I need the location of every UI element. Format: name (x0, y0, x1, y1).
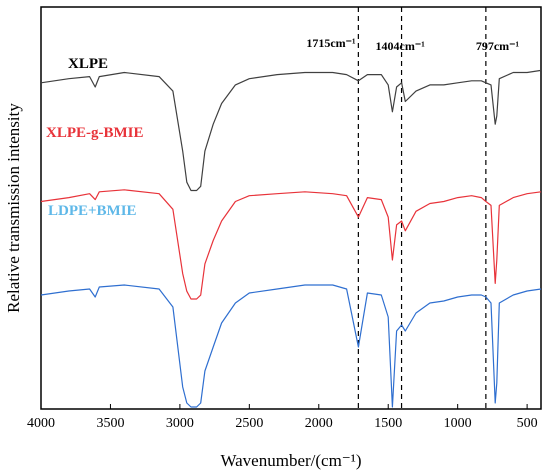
series-line-2 (40, 284, 542, 408)
reference-lines: 1715cm⁻¹ 1404cm⁻¹ 797cm⁻¹ (306, 7, 520, 409)
series-line-0 (40, 69, 542, 192)
reference-label-1404: 1404cm⁻¹ (376, 39, 426, 53)
series-label-2: LDPE+BMIE (48, 203, 137, 219)
plot-frame (40, 6, 542, 410)
series-line-1 (40, 189, 542, 300)
x-tick-label: 500 (517, 416, 538, 431)
series-label-1: XLPE-g-BMIE (46, 125, 144, 141)
x-tick-label: 1000 (444, 416, 472, 431)
x-tick-label: 1500 (374, 416, 402, 431)
reference-label-1715: 1715cm⁻¹ (306, 36, 356, 50)
series-labels: XLPE XLPE-g-BMIE LDPE+BMIE (46, 56, 144, 219)
x-tick-label: 4000 (27, 416, 55, 431)
x-tick-label: 3000 (166, 416, 194, 431)
y-axis-title: Relative transmission intensity (4, 103, 23, 313)
x-tick-label: 2000 (305, 416, 333, 431)
x-axis-ticks: 4000 3500 3000 2500 2000 1500 1000 500 (27, 404, 538, 431)
series-layer (40, 69, 542, 408)
x-tick-label: 3500 (96, 416, 124, 431)
reference-label-797: 797cm⁻¹ (476, 39, 520, 53)
x-axis-title: Wavenumber/(cm⁻¹) (220, 451, 361, 470)
x-tick-label: 2500 (235, 416, 263, 431)
series-label-0: XLPE (68, 56, 108, 72)
